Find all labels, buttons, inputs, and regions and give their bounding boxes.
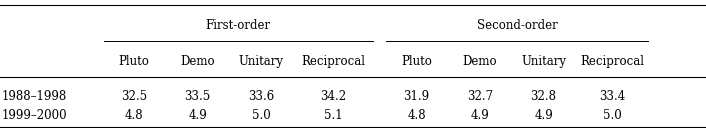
Text: Pluto: Pluto xyxy=(119,55,150,68)
Text: 5.1: 5.1 xyxy=(324,109,343,122)
Text: 32.8: 32.8 xyxy=(531,89,556,103)
Text: 1988–1998: 1988–1998 xyxy=(1,89,66,103)
Text: 1999–2000: 1999–2000 xyxy=(1,109,67,122)
Text: 32.7: 32.7 xyxy=(467,89,493,103)
Text: Reciprocal: Reciprocal xyxy=(580,55,645,68)
Text: 33.4: 33.4 xyxy=(599,89,626,103)
Text: Unitary: Unitary xyxy=(239,55,284,68)
Text: 33.5: 33.5 xyxy=(184,89,211,103)
Text: First-order: First-order xyxy=(205,19,271,32)
Text: 4.9: 4.9 xyxy=(534,109,553,122)
Text: 4.8: 4.8 xyxy=(407,109,426,122)
Text: 31.9: 31.9 xyxy=(403,89,430,103)
Text: 4.8: 4.8 xyxy=(125,109,143,122)
Text: Pluto: Pluto xyxy=(401,55,432,68)
Text: Reciprocal: Reciprocal xyxy=(301,55,366,68)
Text: Demo: Demo xyxy=(462,55,498,68)
Text: Unitary: Unitary xyxy=(521,55,566,68)
Text: 32.5: 32.5 xyxy=(121,89,148,103)
Text: 5.0: 5.0 xyxy=(603,109,622,122)
Text: 5.0: 5.0 xyxy=(252,109,270,122)
Text: 34.2: 34.2 xyxy=(321,89,347,103)
Text: 33.6: 33.6 xyxy=(248,89,275,103)
Text: Second-order: Second-order xyxy=(477,19,558,32)
Text: 4.9: 4.9 xyxy=(471,109,489,122)
Text: Demo: Demo xyxy=(180,55,215,68)
Text: 4.9: 4.9 xyxy=(189,109,207,122)
